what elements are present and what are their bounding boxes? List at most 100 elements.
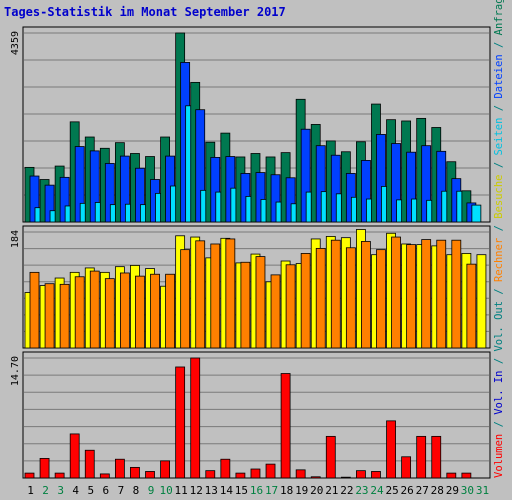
bar-volumen-day-11 (175, 366, 186, 479)
bar-dateien-day-26 (406, 151, 417, 223)
bar-rechner-day-3 (59, 283, 70, 349)
bar-dateien-day-20 (315, 145, 326, 223)
day-label-15: 15 (235, 484, 248, 497)
day-label-2: 2 (42, 484, 49, 497)
bar-rechner-day-29 (451, 239, 462, 349)
bar-rechner-day-6 (104, 278, 115, 349)
bar-volumen-day-14 (220, 458, 231, 479)
day-label-6: 6 (103, 484, 110, 497)
legend-segment: / (493, 415, 505, 434)
bar-volumen-day-16 (250, 468, 261, 479)
bar-dateien-day-17 (270, 174, 281, 223)
bar-rechner-day-23 (361, 241, 371, 349)
day-label-18: 18 (280, 484, 293, 497)
legend-segment: Besuche (493, 174, 505, 218)
bar-rechner-day-25 (391, 236, 401, 349)
bar-volumen-day-24 (371, 471, 381, 479)
bar-rechner-day-20 (315, 247, 326, 349)
day-label-26: 26 (401, 484, 414, 497)
bar-rechner-day-2 (44, 283, 55, 349)
bar-volumen-day-21 (325, 435, 336, 479)
bar-dateien-day-23 (361, 160, 371, 223)
legend-segment: Volumen (493, 434, 505, 478)
day-label-7: 7 (118, 484, 125, 497)
day-label-21: 21 (325, 484, 338, 497)
day-label-19: 19 (295, 484, 308, 497)
day-label-9: 9 (148, 484, 155, 497)
bar-rechner-day-12 (195, 240, 206, 349)
bar-rechner-day-1 (29, 271, 40, 349)
legend-segment: / (493, 156, 505, 175)
bar-rechner-day-18 (285, 264, 296, 349)
bar-rechner-day-28 (436, 239, 447, 349)
bar-dateien-day-21 (330, 154, 341, 223)
panel-visits-max-label: 184 (10, 230, 21, 248)
bar-volumen-day-8 (130, 466, 140, 479)
day-label-4: 4 (72, 484, 79, 497)
bar-volumen-day-19 (295, 469, 306, 479)
bar-volumen-day-15 (235, 472, 246, 479)
bar-besuche-day-31 (476, 254, 487, 349)
bar-dateien-day-5 (89, 150, 100, 223)
bar-volumen-day-25 (386, 420, 396, 479)
bar-rechner-day-30 (466, 263, 477, 349)
chart-title: Tages-Statistik im Monat September 2017 (4, 5, 286, 19)
day-label-8: 8 (133, 484, 140, 497)
bar-volumen-day-17 (265, 463, 276, 479)
day-label-11: 11 (175, 484, 188, 497)
bar-volumen-day-13 (205, 470, 216, 479)
bar-volumen-day-26 (401, 456, 412, 479)
bar-rechner-day-19 (300, 253, 311, 349)
bar-rechner-day-16 (255, 256, 266, 349)
bar-volumen-day-23 (356, 470, 366, 479)
bar-volumen-day-4 (69, 433, 80, 479)
day-label-1: 1 (27, 484, 34, 497)
bar-rechner-day-7 (119, 272, 130, 349)
bar-volumen-day-2 (39, 458, 50, 479)
bar-volumen-day-9 (145, 471, 155, 479)
day-label-30: 30 (461, 484, 474, 497)
day-label-25: 25 (385, 484, 398, 497)
day-label-13: 13 (205, 484, 218, 497)
panel-volume-max-label: 14.70 (10, 356, 21, 386)
day-label-20: 20 (310, 484, 323, 497)
bar-rechner-day-15 (240, 261, 251, 349)
bar-rechner-day-24 (376, 249, 386, 349)
day-label-23: 23 (355, 484, 368, 497)
panel-volume-frame (22, 351, 491, 479)
bar-rechner-day-5 (89, 270, 100, 349)
legend-segment: / (493, 352, 505, 371)
bar-volumen-day-30 (461, 472, 472, 479)
bar-volumen-day-12 (190, 357, 201, 479)
bar-rechner-day-11 (180, 249, 191, 349)
day-label-12: 12 (190, 484, 203, 497)
bar-dateien-day-27 (421, 145, 432, 223)
bar-dateien-day-6 (104, 163, 115, 223)
day-label-24: 24 (370, 484, 384, 497)
legend-segment: Vol. In (493, 371, 505, 415)
day-label-17: 17 (265, 484, 278, 497)
day-label-5: 5 (87, 484, 94, 497)
day-label-28: 28 (431, 484, 444, 497)
bar-rechner-day-22 (345, 247, 356, 349)
bar-dateien-day-7 (119, 155, 130, 223)
legend-segment: Anfragen (493, 0, 505, 35)
legend-segment: Rechner (493, 238, 505, 282)
bar-volumen-day-22 (340, 476, 351, 479)
bar-seiten-day-30 (471, 204, 482, 223)
day-label-3: 3 (57, 484, 64, 497)
bar-dateien-day-3 (59, 176, 70, 223)
bar-rechner-day-27 (421, 239, 432, 349)
day-label-27: 27 (416, 484, 429, 497)
bar-rechner-day-9 (150, 273, 160, 349)
bar-rechner-day-14 (225, 238, 236, 349)
bar-rechner-day-8 (135, 275, 145, 349)
day-label-22: 22 (340, 484, 353, 497)
panel-hits-max-label: 4359 (10, 31, 21, 55)
legend-segment: / (493, 219, 505, 238)
bar-rechner-day-4 (74, 276, 85, 349)
bar-volumen-day-6 (99, 473, 110, 479)
bar-rechner-day-13 (210, 243, 221, 349)
bar-dateien-day-4 (74, 146, 85, 223)
